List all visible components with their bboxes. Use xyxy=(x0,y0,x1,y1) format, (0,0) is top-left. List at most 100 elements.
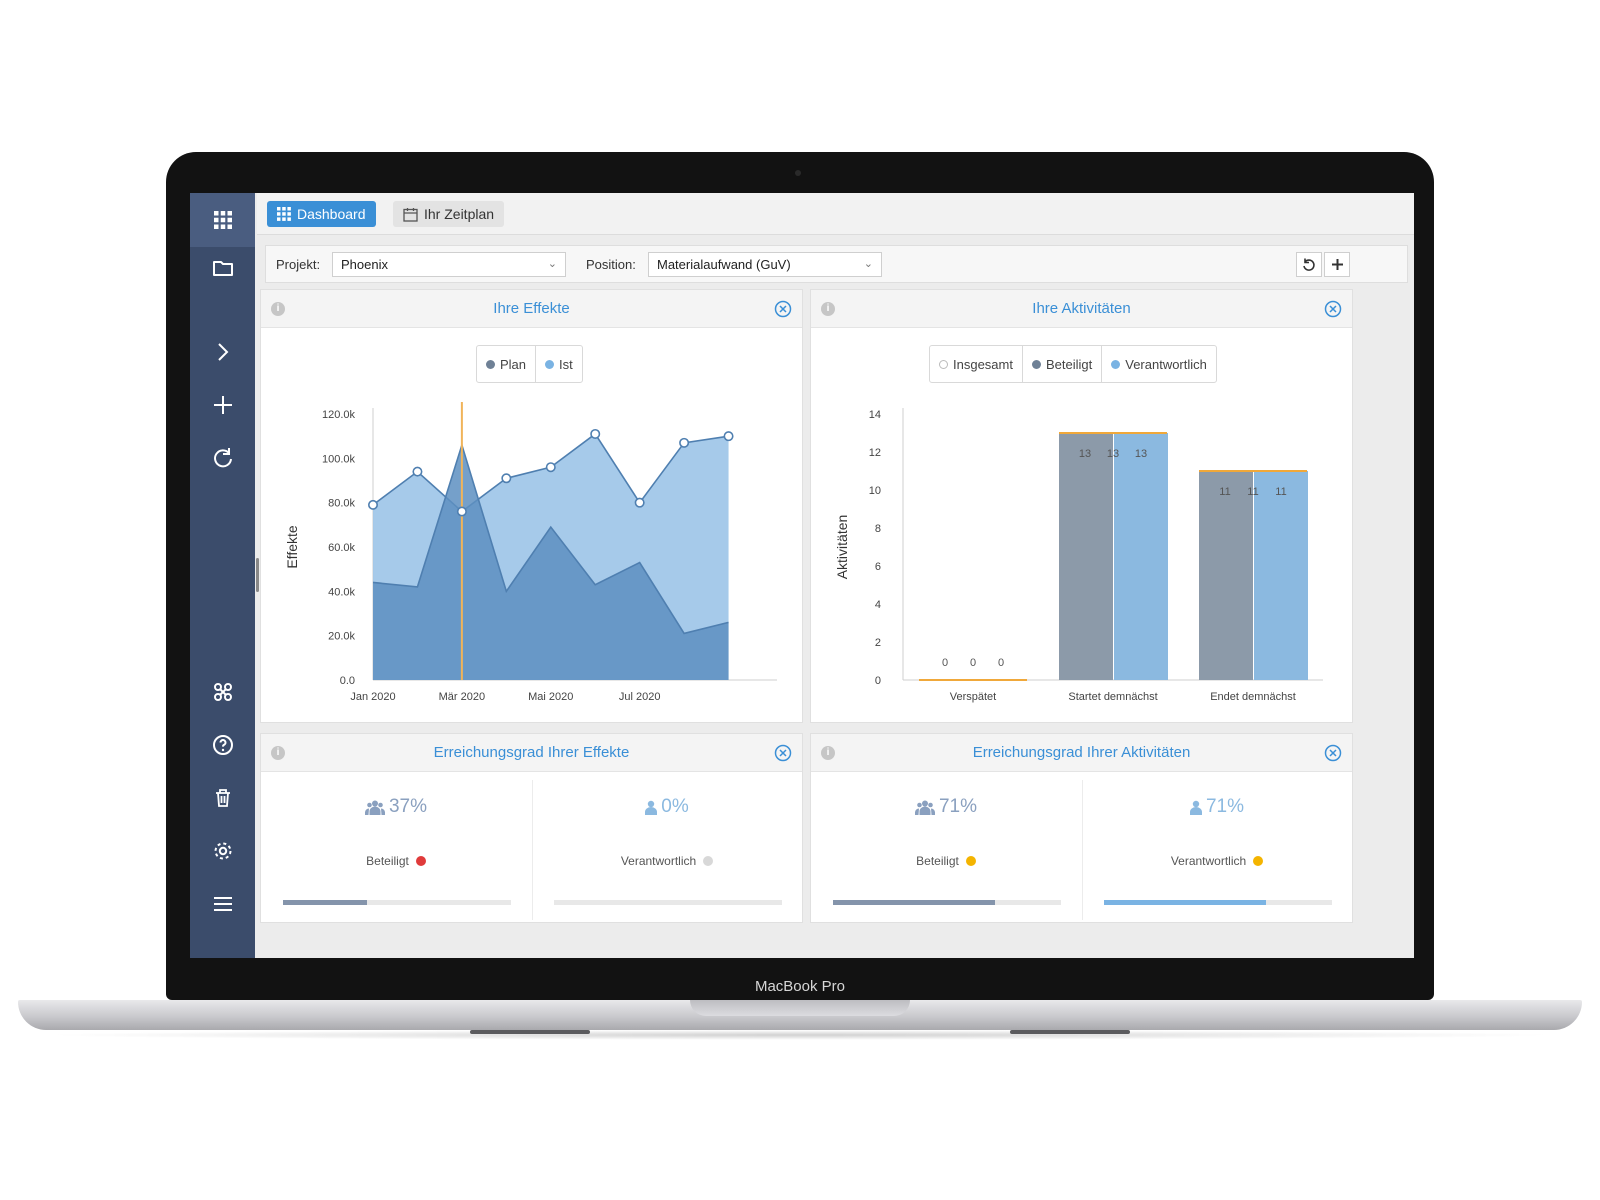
close-icon[interactable] xyxy=(774,300,792,318)
laptop-foot xyxy=(1010,1030,1130,1034)
kpi-label-text: Verantwortlich xyxy=(1170,854,1247,868)
y-tick-label: 4 xyxy=(875,599,881,611)
data-label: 11 xyxy=(1275,486,1286,498)
undo-icon xyxy=(1303,258,1315,271)
kpi-value-text: 71% xyxy=(1205,796,1245,817)
progress-track xyxy=(833,900,1061,905)
kpi-value: 71% xyxy=(1082,796,1352,818)
dashboard-grid-icon xyxy=(277,207,291,221)
divider xyxy=(532,780,533,920)
camera xyxy=(795,170,801,176)
legend-item-responsible[interactable]: Verantwortlich xyxy=(1102,346,1216,382)
status-dot-yellow xyxy=(965,856,976,866)
kpi-label-text: Verantwortlich xyxy=(620,854,697,868)
kpi-label-text: Beteiligt xyxy=(916,854,959,868)
progress-fill xyxy=(1104,900,1266,905)
data-point-ist xyxy=(679,437,690,448)
add-widget-button[interactable] xyxy=(1324,252,1350,277)
legend-marker xyxy=(486,359,495,369)
panel-effects-header: i Ihre Effekte xyxy=(261,290,802,328)
kpi-value: 0% xyxy=(532,796,802,818)
data-label: 13 xyxy=(1079,448,1091,460)
refresh-icon[interactable] xyxy=(190,442,255,474)
command-icon[interactable] xyxy=(190,676,255,708)
legend-marker xyxy=(545,359,555,369)
activities-legend: Insgesamt Beteiligt Verantwortlich xyxy=(929,345,1217,383)
data-point-ist xyxy=(412,466,423,477)
y-tick-label: 120.0k xyxy=(322,409,356,421)
info-icon[interactable]: i xyxy=(271,746,285,760)
y-tick-label: 20.0k xyxy=(328,631,355,643)
kpi-involved: 71% Beteiligt xyxy=(811,774,1081,914)
plus-icon xyxy=(1331,259,1343,270)
panel-effects-progress-title: Erreichungsgrad Ihrer Effekte xyxy=(433,744,630,761)
sidebar xyxy=(190,193,255,958)
project-label: Projekt: xyxy=(276,257,321,272)
progress-fill xyxy=(833,900,995,905)
bar-beteiligt xyxy=(1059,433,1113,680)
sidebar-resize-handle[interactable] xyxy=(256,558,259,592)
legend-item-ist[interactable]: Ist xyxy=(536,346,582,382)
data-point-ist xyxy=(456,506,467,517)
status-dot-red xyxy=(415,856,426,866)
panel-activities: i Ihre Aktivitäten Insgesamt Beteiligt V… xyxy=(810,289,1353,723)
info-icon[interactable]: i xyxy=(271,302,285,316)
y-tick-label: 12 xyxy=(869,447,881,459)
x-tick-label: Startet demnächst xyxy=(1068,691,1157,703)
position-select[interactable]: Materialaufwand (GuV) ⌄ xyxy=(648,252,882,277)
plus-icon[interactable] xyxy=(190,389,255,421)
bar-beteiligt xyxy=(1199,471,1253,680)
reset-button[interactable] xyxy=(1296,252,1322,277)
chevron-down-icon: ⌄ xyxy=(863,258,873,270)
kpi-label: Verantwortlich xyxy=(532,854,802,868)
kpi-label: Beteiligt xyxy=(261,854,531,868)
gear-icon[interactable] xyxy=(190,835,255,867)
progress-track xyxy=(554,900,782,905)
data-label: 0 xyxy=(998,657,1004,669)
menu-icon[interactable] xyxy=(190,888,255,920)
y-tick-label: 40.0k xyxy=(328,586,355,598)
group-icon xyxy=(914,800,935,815)
data-label: 13 xyxy=(1135,448,1147,460)
legend-label: Verantwortlich xyxy=(1125,356,1207,372)
close-icon[interactable] xyxy=(774,744,792,762)
tab-schedule[interactable]: Ihr Zeitplan xyxy=(393,201,505,227)
x-tick-label: Mai 2020 xyxy=(528,691,573,703)
y-tick-label: 2 xyxy=(875,637,881,649)
project-select-value: Phoenix xyxy=(341,257,388,272)
kpi-label-text: Beteiligt xyxy=(366,854,409,868)
x-tick-label: Mär 2020 xyxy=(439,691,485,703)
panel-activities-header: i Ihre Aktivitäten xyxy=(811,290,1352,328)
kpi-value-text: 37% xyxy=(388,796,428,817)
x-tick-label: Endet demnächst xyxy=(1210,691,1296,703)
laptop-shadow xyxy=(40,1030,1560,1040)
kpi-involved: 37% Beteiligt xyxy=(261,774,531,914)
y-tick-label: 14 xyxy=(869,409,881,421)
kpi-value: 37% xyxy=(261,796,531,818)
group-icon xyxy=(364,800,385,815)
info-icon[interactable]: i xyxy=(821,302,835,316)
tab-dashboard[interactable]: Dashboard xyxy=(267,201,376,227)
folder-icon[interactable] xyxy=(190,252,255,284)
data-point-ist xyxy=(501,473,512,484)
legend-item-plan[interactable]: Plan xyxy=(477,346,537,382)
panel-effects-progress: i Erreichungsgrad Ihrer Effekte 37% Bete… xyxy=(260,733,803,923)
trash-icon[interactable] xyxy=(190,782,255,814)
legend-item-involved[interactable]: Beteiligt xyxy=(1023,346,1103,382)
close-icon[interactable] xyxy=(1324,300,1342,318)
legend-marker xyxy=(1111,359,1121,369)
help-icon[interactable] xyxy=(190,729,255,761)
legend-item-total[interactable]: Insgesamt xyxy=(930,346,1023,382)
apps-grid-icon[interactable] xyxy=(190,204,255,236)
project-select[interactable]: Phoenix ⌄ xyxy=(332,252,566,277)
tab-dashboard-label: Dashboard xyxy=(297,206,366,222)
data-label: 13 xyxy=(1107,448,1119,460)
close-icon[interactable] xyxy=(1324,744,1342,762)
chevron-right-icon[interactable] xyxy=(190,336,255,368)
tab-schedule-label: Ihr Zeitplan xyxy=(424,206,495,222)
bar-verantwortlich xyxy=(1114,433,1168,680)
data-point-ist xyxy=(368,499,379,510)
info-icon[interactable]: i xyxy=(821,746,835,760)
data-label: 0 xyxy=(970,657,976,669)
kpi-value-text: 0% xyxy=(661,796,689,817)
